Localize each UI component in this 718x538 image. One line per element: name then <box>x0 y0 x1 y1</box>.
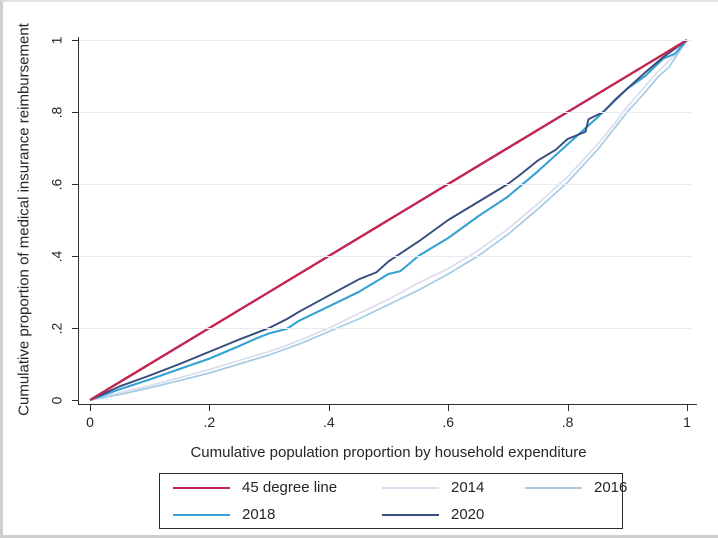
y-tick-label: .8 <box>48 106 65 119</box>
y-tick-label: .2 <box>48 322 65 335</box>
legend-swatch-2014 <box>382 486 439 489</box>
legend-label: 2014 <box>451 479 485 496</box>
legend-swatch-45-degree-line <box>173 486 230 489</box>
series-line-45-degree-line <box>90 40 687 400</box>
x-axis-title: Cumulative population proportion by hous… <box>190 444 587 461</box>
y-tick <box>72 112 78 113</box>
y-tick <box>72 400 78 401</box>
legend-item-2014: 2014 <box>369 479 512 496</box>
gridline <box>79 40 692 41</box>
x-tick <box>687 405 688 411</box>
curves-layer <box>90 40 687 400</box>
legend-box: 45 degree line 2014 2016 2018 2020 <box>159 473 628 529</box>
x-axis-line <box>78 404 697 405</box>
x-tick <box>448 405 450 411</box>
y-tick <box>72 328 78 329</box>
x-tick-label: .6 <box>442 414 455 430</box>
x-tick <box>90 405 91 411</box>
gridline <box>79 256 692 257</box>
gridline <box>79 184 692 185</box>
y-tick <box>72 40 78 41</box>
series-line-2016 <box>90 40 687 400</box>
legend-item-2020: 2020 <box>369 506 512 523</box>
legend-label: 45 degree line <box>242 479 338 496</box>
series-line-2020 <box>90 40 687 400</box>
x-tick <box>567 405 569 411</box>
x-tick-label: 0 <box>86 414 94 430</box>
legend-item-2018: 2018 <box>160 506 369 523</box>
series-line-2014 <box>90 40 687 400</box>
gridline <box>79 328 692 329</box>
x-tick <box>209 405 211 411</box>
legend-label: 2016 <box>594 479 628 496</box>
legend-swatch-2016 <box>525 486 582 489</box>
y-tick-label: 1 <box>48 36 65 45</box>
x-tick-label: .8 <box>561 414 574 430</box>
gridline <box>79 112 692 113</box>
y-tick-label: .6 <box>48 178 65 191</box>
legend-label: 2018 <box>242 506 276 523</box>
legend-item-45-degree-line: 45 degree line <box>160 479 369 496</box>
x-tick <box>328 405 330 411</box>
legend-item-2016: 2016 <box>512 479 628 496</box>
legend-swatch-2020 <box>382 513 439 516</box>
y-axis-title: Cumulative proportion of medical insuran… <box>15 23 33 416</box>
y-axis-line <box>78 37 79 404</box>
x-tick-label: 1 <box>683 414 691 430</box>
y-tick <box>72 256 78 257</box>
y-tick-label: 0 <box>48 396 65 405</box>
y-tick <box>72 184 78 185</box>
y-tick-label: .4 <box>48 250 65 263</box>
legend-swatch-2018 <box>173 513 230 516</box>
x-tick-label: .4 <box>322 414 335 430</box>
x-tick-label: .2 <box>203 414 216 430</box>
legend-label: 2020 <box>451 506 485 523</box>
